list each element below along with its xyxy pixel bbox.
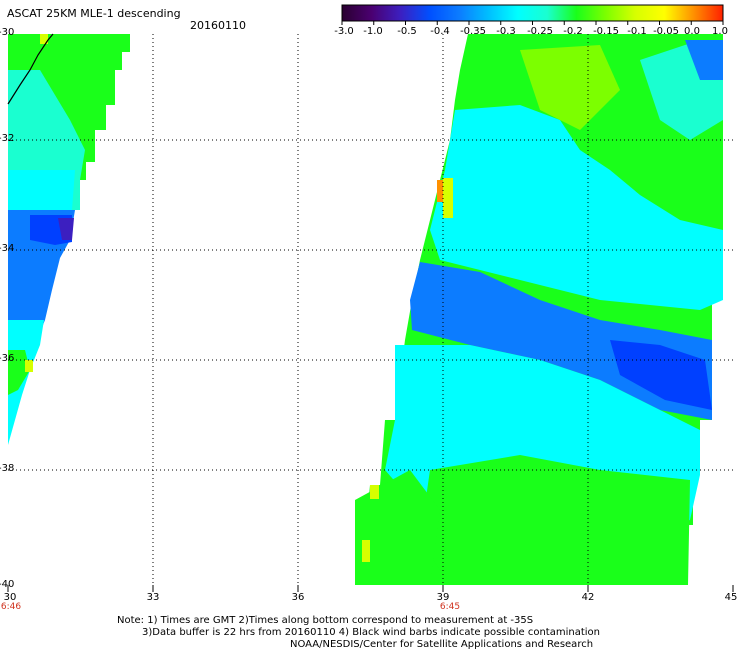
note-line-3: NOAA/NESDIS/Center for Satellite Applica… xyxy=(290,639,594,650)
colorbar-label: -3.0 xyxy=(334,26,354,37)
note-line-1: Note: 1) Times are GMT 2)Times along bot… xyxy=(117,615,534,626)
time-label: 6:45 xyxy=(439,602,461,612)
ticks xyxy=(7,585,734,592)
right-swath-blue-topright xyxy=(685,40,723,80)
coastline xyxy=(7,33,54,105)
colorbar-label: -0.2 xyxy=(563,26,583,37)
colorbar-label: -0.35 xyxy=(460,26,486,37)
colorbar-label: -0.3 xyxy=(496,26,516,37)
right-swath-darkblue-core xyxy=(610,340,712,410)
lon-label: 33 xyxy=(146,592,160,603)
map-title: ASCAT 25KM MLE-1 descending xyxy=(7,7,181,20)
lat-label: -30 xyxy=(0,27,15,38)
colorbar-label: -0.15 xyxy=(593,26,619,37)
right-swath xyxy=(355,34,723,585)
colorbar-label: -0.5 xyxy=(397,26,417,37)
lat-label: -32 xyxy=(0,133,15,144)
right-swath-yellow2 xyxy=(370,485,379,499)
right-swath-yellow1 xyxy=(443,178,453,218)
colorbar-label: 0.0 xyxy=(684,26,700,37)
colorbar-label: -0.4 xyxy=(430,26,450,37)
note-line-2: 3)Data buffer is 22 hrs from 20160110 4)… xyxy=(142,627,600,638)
time-label: 6:46 xyxy=(0,602,22,612)
right-swath-orange xyxy=(437,180,444,202)
lon-label: 45 xyxy=(724,592,738,603)
left-swath-yellow xyxy=(40,34,48,44)
colorbar xyxy=(341,4,724,22)
right-swath-cyan-upper xyxy=(430,105,723,310)
lat-label: -36 xyxy=(0,353,15,364)
left-swath-green2 xyxy=(8,350,30,395)
colorbar-label: 1.0 xyxy=(712,26,728,37)
right-swath-yellow3 xyxy=(362,540,370,562)
lat-label: -38 xyxy=(0,463,15,474)
right-swath-green-lower xyxy=(420,455,690,585)
colorbar-label: -1.0 xyxy=(363,26,383,37)
colorbar-label: -0.25 xyxy=(527,26,553,37)
lat-label: -34 xyxy=(0,243,15,254)
left-swath xyxy=(7,33,130,445)
lon-label: 36 xyxy=(291,592,305,603)
left-swath-purple xyxy=(58,218,74,240)
lon-label: 42 xyxy=(581,592,595,603)
colorbar-ticks xyxy=(341,21,724,25)
lon-label: 30 xyxy=(3,592,17,603)
lon-label: 39 xyxy=(436,592,450,603)
left-swath-yellow2 xyxy=(25,360,33,372)
right-swath-yellowish xyxy=(520,45,620,130)
map-date: 20160110 xyxy=(190,19,246,32)
colorbar-label: -0.1 xyxy=(627,26,647,37)
colorbar-label: -0.05 xyxy=(653,26,679,37)
lat-label: -40 xyxy=(0,579,15,590)
